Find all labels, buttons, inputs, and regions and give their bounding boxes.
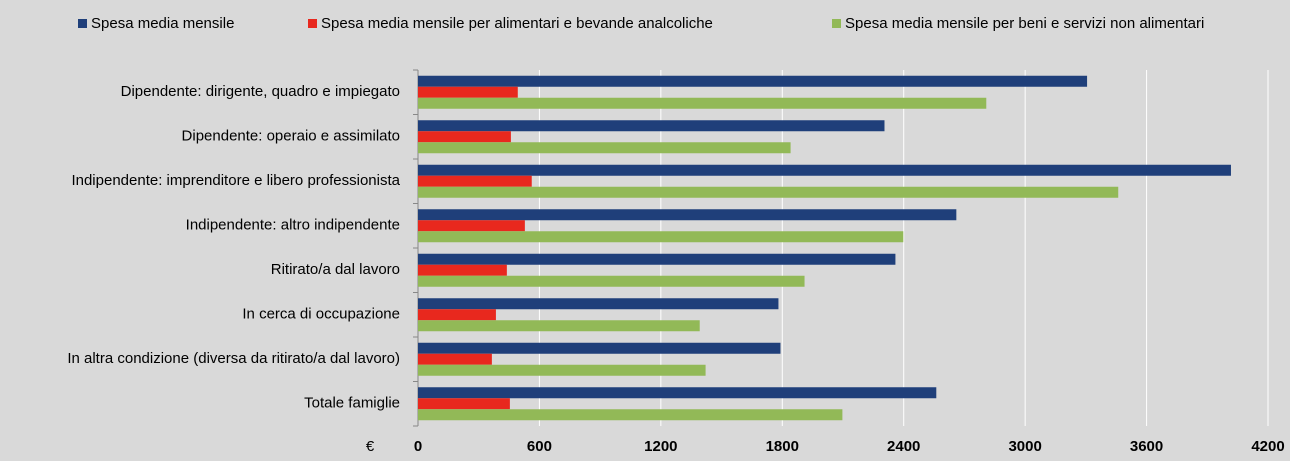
bar (418, 275, 805, 287)
bar (418, 186, 1119, 198)
bar (418, 253, 896, 265)
y-tick-label: In cerca di occupazione (242, 306, 400, 323)
bar (418, 120, 885, 132)
x-tick-label: 2400 (887, 438, 920, 455)
legend-swatch (308, 19, 317, 28)
bar (418, 75, 1088, 87)
bar (418, 342, 781, 354)
bar (418, 409, 843, 421)
bar (418, 264, 507, 276)
x-tick-label: 1200 (644, 438, 677, 455)
legend-swatch (78, 19, 87, 28)
legend-label: Spesa media mensile (91, 15, 234, 32)
x-tick-label: 0 (414, 438, 422, 455)
x-tick-label: 1800 (766, 438, 799, 455)
bar (418, 97, 987, 109)
y-tick-label: Dipendente: dirigente, quadro e impiegat… (121, 83, 400, 100)
bar (418, 220, 525, 232)
bar (418, 209, 957, 221)
bar (418, 364, 706, 376)
bar (418, 86, 518, 98)
x-tick-label: 3600 (1130, 438, 1163, 455)
bar (418, 175, 532, 187)
bar (418, 231, 904, 243)
bar (418, 298, 779, 310)
bar (418, 320, 700, 332)
bar (418, 387, 937, 399)
legend-label: Spesa media mensile per beni e servizi n… (845, 15, 1204, 32)
bar (418, 309, 496, 321)
y-tick-label: In altra condizione (diversa da ritirato… (67, 350, 400, 367)
y-tick-label: Ritirato/a dal lavoro (271, 261, 400, 278)
bar (418, 164, 1231, 176)
y-tick-label: Totale famiglie (304, 395, 400, 412)
legend-label: Spesa media mensile per alimentari e bev… (321, 15, 713, 32)
bar (418, 142, 791, 154)
x-tick-label: 600 (527, 438, 552, 455)
legend-swatch (832, 19, 841, 28)
y-tick-label: Indipendente: imprenditore e libero prof… (71, 172, 400, 189)
bar (418, 353, 492, 365)
x-axis-label: € (366, 438, 375, 455)
y-tick-label: Indipendente: altro indipendente (186, 217, 400, 234)
x-tick-label: 3000 (1008, 438, 1041, 455)
bar (418, 398, 510, 410)
y-tick-label: Dipendente: operaio e assimilato (182, 128, 400, 145)
x-tick-label: 4200 (1251, 438, 1284, 455)
bar (418, 131, 511, 143)
